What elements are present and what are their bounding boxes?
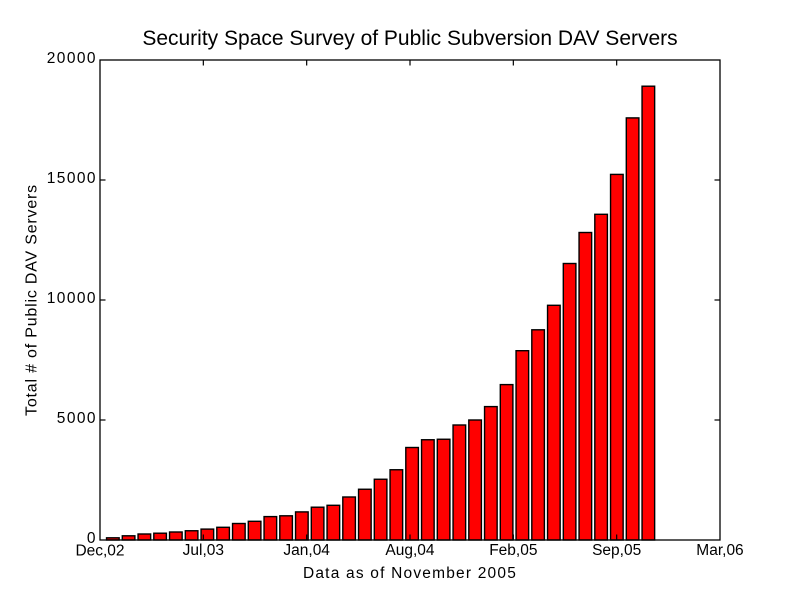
svg-text:Dec,02: Dec,02	[75, 543, 124, 560]
svg-text:Mar,06: Mar,06	[696, 542, 743, 559]
svg-text:Total # of Public DAV Servers: Total # of Public DAV Servers	[24, 184, 41, 416]
svg-text:20000: 20000	[47, 50, 97, 67]
svg-text:Jul,03: Jul,03	[183, 542, 224, 559]
svg-text:10000: 10000	[47, 290, 97, 307]
svg-text:Jan,04: Jan,04	[283, 542, 330, 559]
svg-text:15000: 15000	[47, 170, 97, 187]
svg-text:0: 0	[87, 530, 97, 547]
svg-text:Aug,04: Aug,04	[385, 542, 435, 559]
svg-text:Security Space Survey of Publi: Security Space Survey of Public Subversi…	[142, 27, 677, 50]
svg-text:5000: 5000	[57, 410, 97, 427]
svg-text:Feb,05: Feb,05	[489, 542, 537, 559]
svg-text:Data as of November 2005: Data as of November 2005	[303, 565, 517, 582]
svg-text:Sep,05: Sep,05	[592, 542, 641, 559]
